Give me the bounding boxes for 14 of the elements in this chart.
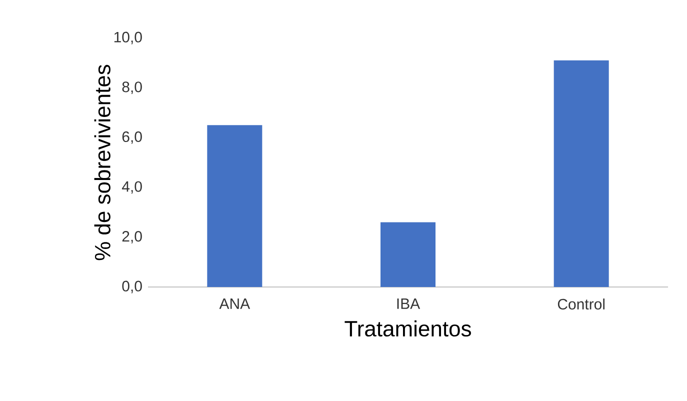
y-tick-label: 4,0 <box>122 181 142 194</box>
y-tick-label: 2,0 <box>122 231 142 244</box>
y-axis-title: % de sobrevivientes <box>94 64 110 260</box>
y-tick-label: 6,0 <box>122 131 142 144</box>
x-tick-label: IBA <box>397 298 420 309</box>
x-tick-label: Control <box>558 298 605 310</box>
x-axis-title: Tratamientos <box>344 320 471 337</box>
y-tick-label: 10,0 <box>114 32 142 44</box>
y-tick-label: 8,0 <box>122 82 142 94</box>
bar <box>207 125 262 287</box>
y-tick-label: 0,0 <box>122 280 142 294</box>
bar <box>554 60 609 287</box>
bar <box>380 222 436 287</box>
x-tick-label: ANA <box>219 298 250 309</box>
